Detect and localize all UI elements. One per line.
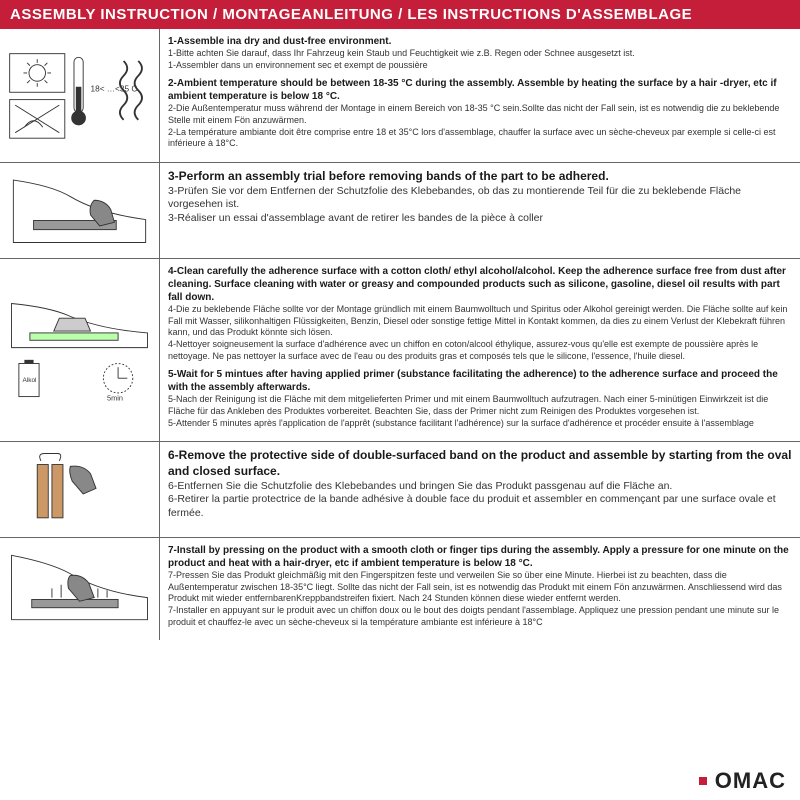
step-6-lead: 6-Remove the protective side of double-s… — [168, 448, 792, 479]
step-2-fr: 2-La température ambiante doit être comp… — [168, 127, 792, 150]
brand-dot-icon — [699, 777, 707, 785]
text-trial: 3-Perform an assembly trial before remov… — [160, 163, 800, 258]
step-6-de: 6-Entfernen Sie die Schutzfolie des Kleb… — [168, 480, 792, 494]
section-clean-primer: Alkol 5min 4-Clean carefully the adheren… — [0, 259, 800, 443]
step-1-fr: 1-Assembler dans un environnement sec et… — [168, 60, 792, 72]
step-6: 6-Remove the protective side of double-s… — [168, 448, 792, 520]
text-install-press: 7-Install by pressing on the product wit… — [160, 538, 800, 640]
step-4-lead: 4-Clean carefully the adherence surface … — [168, 265, 792, 304]
step-1-de: 1-Bitte achten Sie darauf, dass Ihr Fahr… — [168, 48, 792, 60]
install-press-icon — [6, 548, 153, 631]
step-6-fr: 6-Retirer la partie protectrice de la ba… — [168, 493, 792, 520]
step-3-fr: 3-Réaliser un essai d'assemblage avant d… — [168, 212, 792, 226]
svg-text:18< …<35 C: 18< …<35 C — [91, 84, 138, 93]
step-5-lead: 5-Wait for 5 mintues after having applie… — [168, 368, 792, 394]
env-temp-icon: 18< …<35 C — [6, 50, 153, 142]
section-env-temp: 18< …<35 C 1-Assemble ina dry and dust-f… — [0, 29, 800, 163]
illus-remove-tape — [0, 442, 160, 537]
step-3-lead: 3-Perform an assembly trial before remov… — [168, 169, 792, 185]
brand-footer: OMAC — [699, 768, 786, 794]
step-7-de: 7-Pressen Sie das Produkt gleichmäßig mi… — [168, 570, 792, 605]
page-title: ASSEMBLY INSTRUCTION / MONTAGEANLEITUNG … — [0, 0, 800, 29]
text-clean-primer: 4-Clean carefully the adherence surface … — [160, 259, 800, 442]
step-5-de: 5-Nach der Reinigung ist die Fläche mit … — [168, 394, 792, 417]
step-3-de: 3-Prüfen Sie vor dem Entfernen der Schut… — [168, 185, 792, 212]
section-remove-tape: 6-Remove the protective side of double-s… — [0, 442, 800, 538]
brand-name: OMAC — [715, 768, 786, 794]
step-2-de: 2-Die Außentemperatur muss während der M… — [168, 103, 792, 126]
step-2-lead: 2-Ambient temperature should be between … — [168, 77, 792, 103]
text-remove-tape: 6-Remove the protective side of double-s… — [160, 442, 800, 537]
step-7-fr: 7-Installer en appuyant sur le produit a… — [168, 605, 792, 628]
step-1: 1-Assemble ina dry and dust-free environ… — [168, 35, 792, 71]
svg-text:5min: 5min — [107, 393, 123, 402]
remove-tape-icon — [6, 448, 153, 531]
step-7-lead: 7-Install by pressing on the product wit… — [168, 544, 792, 570]
illus-trial — [0, 163, 160, 258]
step-2: 2-Ambient temperature should be between … — [168, 77, 792, 150]
clean-icon — [6, 298, 153, 353]
section-install-press: 7-Install by pressing on the product wit… — [0, 538, 800, 640]
step-7: 7-Install by pressing on the product wit… — [168, 544, 792, 628]
step-5-fr: 5-Attender 5 minutes après l'application… — [168, 418, 792, 430]
step-4: 4-Clean carefully the adherence surface … — [168, 265, 792, 362]
text-env-temp: 1-Assemble ina dry and dust-free environ… — [160, 29, 800, 162]
step-1-lead: 1-Assemble ina dry and dust-free environ… — [168, 35, 792, 48]
svg-text:Alkol: Alkol — [23, 376, 37, 383]
step-3: 3-Perform an assembly trial before remov… — [168, 169, 792, 226]
step-4-de: 4-Die zu beklebende Fläche sollte vor de… — [168, 304, 792, 339]
trial-icon — [6, 169, 153, 252]
illus-clean-primer: Alkol 5min — [0, 259, 160, 442]
primer-timer-icon: Alkol 5min — [6, 358, 153, 402]
step-5: 5-Wait for 5 mintues after having applie… — [168, 368, 792, 429]
section-trial: 3-Perform an assembly trial before remov… — [0, 163, 800, 259]
illus-env-temp: 18< …<35 C — [0, 29, 160, 162]
step-4-fr: 4-Nettoyer soigneusement la surface d'ad… — [168, 339, 792, 362]
illus-install-press — [0, 538, 160, 640]
